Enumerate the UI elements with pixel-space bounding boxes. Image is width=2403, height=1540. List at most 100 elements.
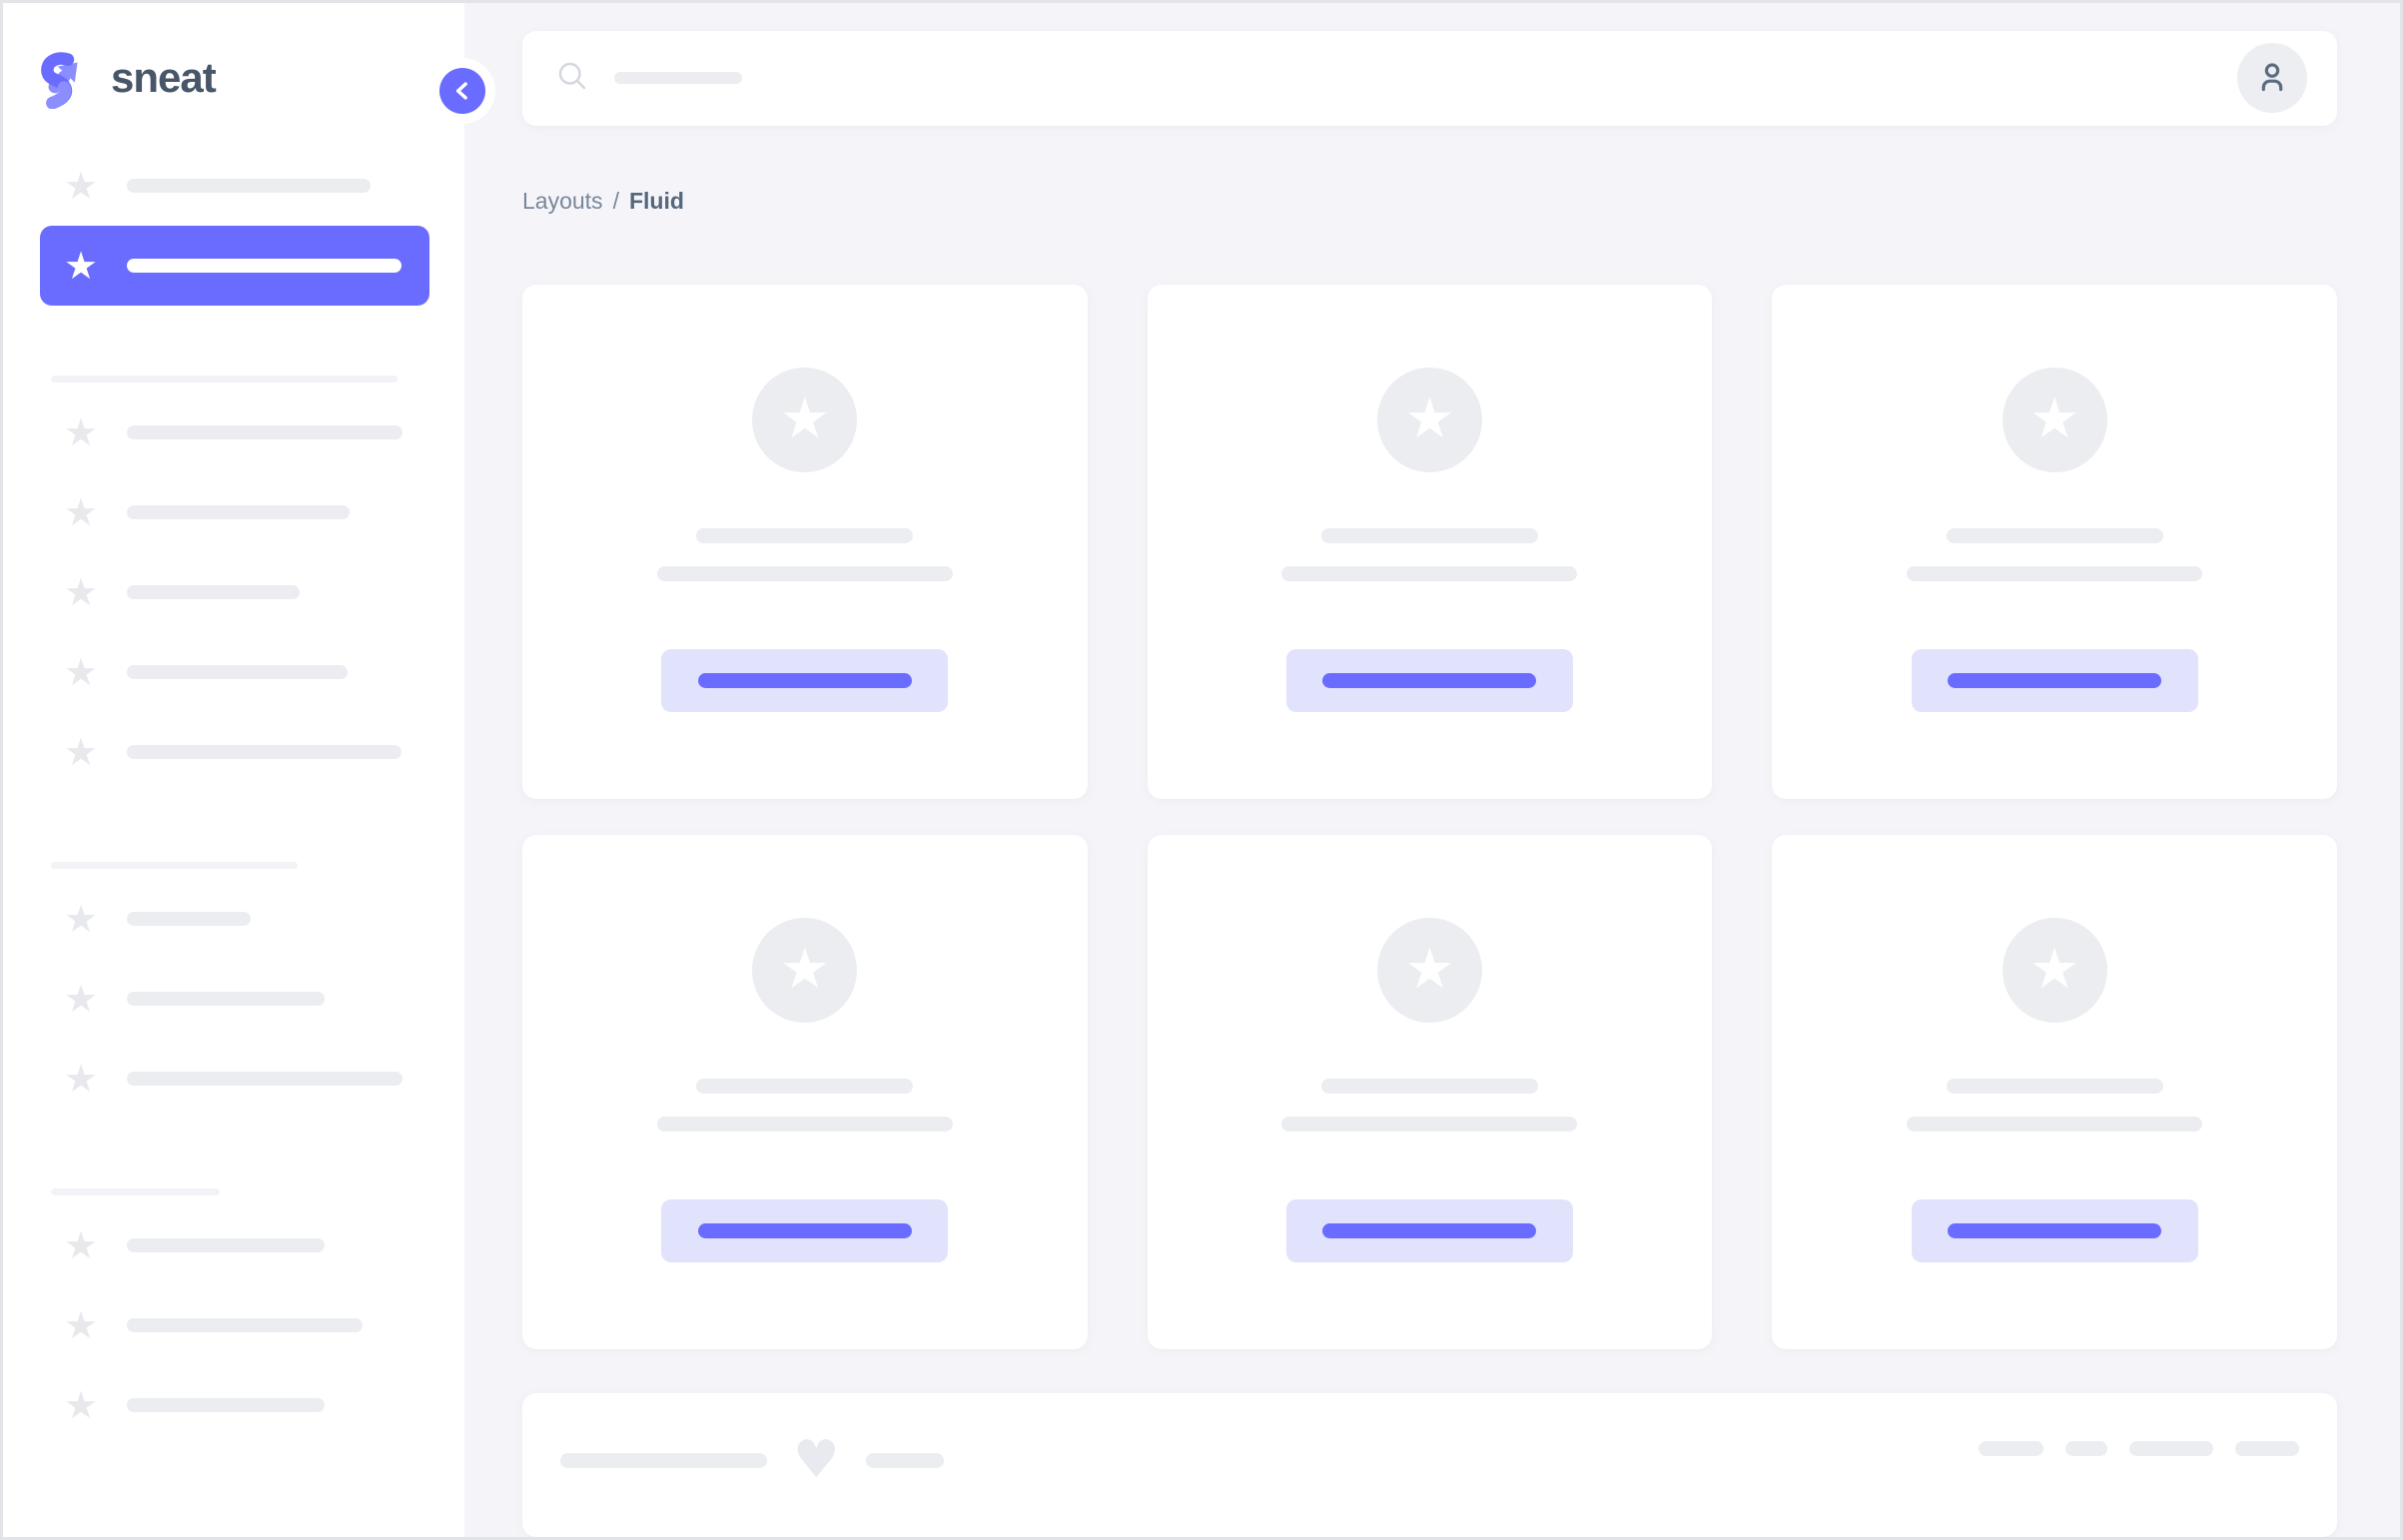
card-skeleton-line bbox=[656, 565, 953, 581]
heart-icon: ♥ bbox=[793, 1429, 840, 1490]
star-icon: ★ bbox=[63, 570, 99, 614]
star-icon: ★ bbox=[1404, 937, 1455, 1003]
breadcrumb: Layouts / Fluid bbox=[522, 188, 2337, 215]
footer-skeleton-bar bbox=[2065, 1440, 2107, 1456]
card-avatar-circle: ★ bbox=[2002, 367, 2107, 472]
brand-text: sneat bbox=[111, 54, 217, 101]
card-action-button[interactable] bbox=[1285, 648, 1573, 712]
star-icon: ★ bbox=[63, 1223, 99, 1267]
sidebar-menu-item[interactable]: ★ bbox=[3, 712, 464, 792]
card-action-button[interactable] bbox=[661, 648, 949, 712]
menu-skeleton-bar bbox=[127, 505, 350, 519]
star-icon: ★ bbox=[63, 164, 99, 208]
main-content: Layouts / Fluid ★ ★ ★ bbox=[464, 3, 2400, 1537]
menu-skeleton-bar bbox=[127, 992, 325, 1006]
sidebar-section-divider bbox=[51, 862, 464, 869]
sidebar-section-divider bbox=[51, 376, 464, 383]
sneat-logo-icon bbox=[37, 47, 95, 109]
card-action-button[interactable] bbox=[1911, 1198, 2198, 1262]
footer-right-bars bbox=[1979, 1440, 2299, 1456]
sidebar-menu: ★ ★ ★ ★ ★ ★ ★ ★ ★ ★ bbox=[3, 146, 464, 1445]
brand-link[interactable]: sneat bbox=[3, 3, 464, 109]
breadcrumb-current: Fluid bbox=[628, 187, 684, 214]
button-label-bar bbox=[1322, 1222, 1537, 1238]
placeholder-card: ★ bbox=[1772, 284, 2337, 799]
search-icon bbox=[554, 58, 590, 99]
divider-bar bbox=[51, 862, 298, 869]
user-avatar-button[interactable] bbox=[2237, 43, 2307, 114]
top-search-bar bbox=[522, 31, 2337, 126]
button-label-bar bbox=[697, 1222, 912, 1238]
menu-skeleton-bar bbox=[127, 745, 401, 759]
sidebar-menu-item[interactable]: ★ bbox=[3, 879, 464, 959]
sidebar-menu-item[interactable]: ★ bbox=[3, 1285, 464, 1365]
star-icon: ★ bbox=[63, 244, 99, 288]
card-skeleton-line bbox=[696, 527, 914, 543]
footer-card: ♥ bbox=[522, 1392, 2337, 1537]
sidebar-menu-item[interactable]: ★ bbox=[3, 1365, 464, 1445]
menu-skeleton-bar bbox=[127, 259, 401, 273]
card-skeleton-line bbox=[1907, 565, 2203, 581]
placeholder-card: ★ bbox=[1772, 834, 2337, 1349]
card-skeleton-line bbox=[1281, 565, 1578, 581]
breadcrumb-link-layouts[interactable]: Layouts bbox=[522, 187, 603, 214]
card-avatar-circle: ★ bbox=[1376, 367, 1482, 472]
card-action-button[interactable] bbox=[1911, 648, 2198, 712]
sidebar: sneat ★ ★ ★ ★ ★ ★ ★ bbox=[3, 3, 495, 1537]
placeholder-card: ★ bbox=[522, 284, 1088, 799]
placeholder-card: ★ bbox=[1147, 834, 1713, 1349]
sidebar-section-divider bbox=[51, 1188, 464, 1195]
placeholder-card: ★ bbox=[522, 834, 1088, 1349]
search-input[interactable] bbox=[554, 58, 2237, 99]
menu-skeleton-bar bbox=[127, 1318, 363, 1332]
star-icon: ★ bbox=[63, 1057, 99, 1101]
star-icon: ★ bbox=[2029, 937, 2080, 1003]
chevron-left-icon bbox=[439, 68, 485, 114]
card-skeleton-line bbox=[696, 1078, 914, 1094]
card-skeleton-line bbox=[1946, 1078, 2163, 1094]
person-icon bbox=[2252, 57, 2292, 100]
card-skeleton-line bbox=[1946, 527, 2163, 543]
sidebar-menu-item[interactable]: ★ bbox=[3, 1205, 464, 1285]
sidebar-menu-item[interactable]: ★ bbox=[3, 472, 464, 552]
footer-skeleton-bar bbox=[865, 1452, 944, 1468]
cards-grid: ★ ★ ★ ★ bbox=[522, 284, 2337, 1349]
menu-skeleton-bar bbox=[127, 665, 348, 679]
footer-skeleton-bar bbox=[1979, 1440, 2043, 1456]
star-icon: ★ bbox=[63, 1383, 99, 1427]
sidebar-menu-item[interactable]: ★ bbox=[3, 146, 464, 226]
card-skeleton-line bbox=[1907, 1116, 2203, 1132]
card-avatar-circle: ★ bbox=[752, 367, 858, 472]
star-icon: ★ bbox=[63, 977, 99, 1021]
menu-skeleton-bar bbox=[127, 1072, 402, 1086]
card-skeleton-line bbox=[1281, 1116, 1578, 1132]
card-avatar-circle: ★ bbox=[752, 917, 858, 1023]
breadcrumb-separator: / bbox=[612, 187, 619, 214]
divider-bar bbox=[51, 376, 398, 383]
star-icon: ★ bbox=[63, 730, 99, 774]
search-placeholder-bar bbox=[614, 72, 742, 85]
card-skeleton-line bbox=[1320, 1078, 1538, 1094]
sidebar-menu-item[interactable]: ★ bbox=[3, 392, 464, 472]
footer-skeleton-bar bbox=[2129, 1440, 2213, 1456]
placeholder-card: ★ bbox=[1147, 284, 1713, 799]
card-avatar-circle: ★ bbox=[2002, 917, 2107, 1023]
menu-skeleton-bar bbox=[127, 425, 402, 439]
star-icon: ★ bbox=[63, 410, 99, 454]
card-skeleton-line bbox=[656, 1116, 953, 1132]
sidebar-menu-item[interactable]: ★ bbox=[3, 632, 464, 712]
menu-skeleton-bar bbox=[127, 1398, 325, 1412]
sidebar-menu-item[interactable]: ★ bbox=[3, 959, 464, 1039]
star-icon: ★ bbox=[63, 490, 99, 534]
sidebar-menu-item-active[interactable]: ★ bbox=[40, 226, 429, 306]
sidebar-menu-item[interactable]: ★ bbox=[3, 1039, 464, 1119]
star-icon: ★ bbox=[63, 1303, 99, 1347]
menu-skeleton-bar bbox=[127, 179, 371, 193]
star-icon: ★ bbox=[2029, 386, 2080, 452]
menu-skeleton-bar bbox=[127, 912, 251, 926]
button-label-bar bbox=[1322, 672, 1537, 688]
sidebar-menu-item[interactable]: ★ bbox=[3, 552, 464, 632]
sidebar-collapse-button[interactable] bbox=[429, 58, 495, 124]
card-action-button[interactable] bbox=[1285, 1198, 1573, 1262]
card-action-button[interactable] bbox=[661, 1198, 949, 1262]
